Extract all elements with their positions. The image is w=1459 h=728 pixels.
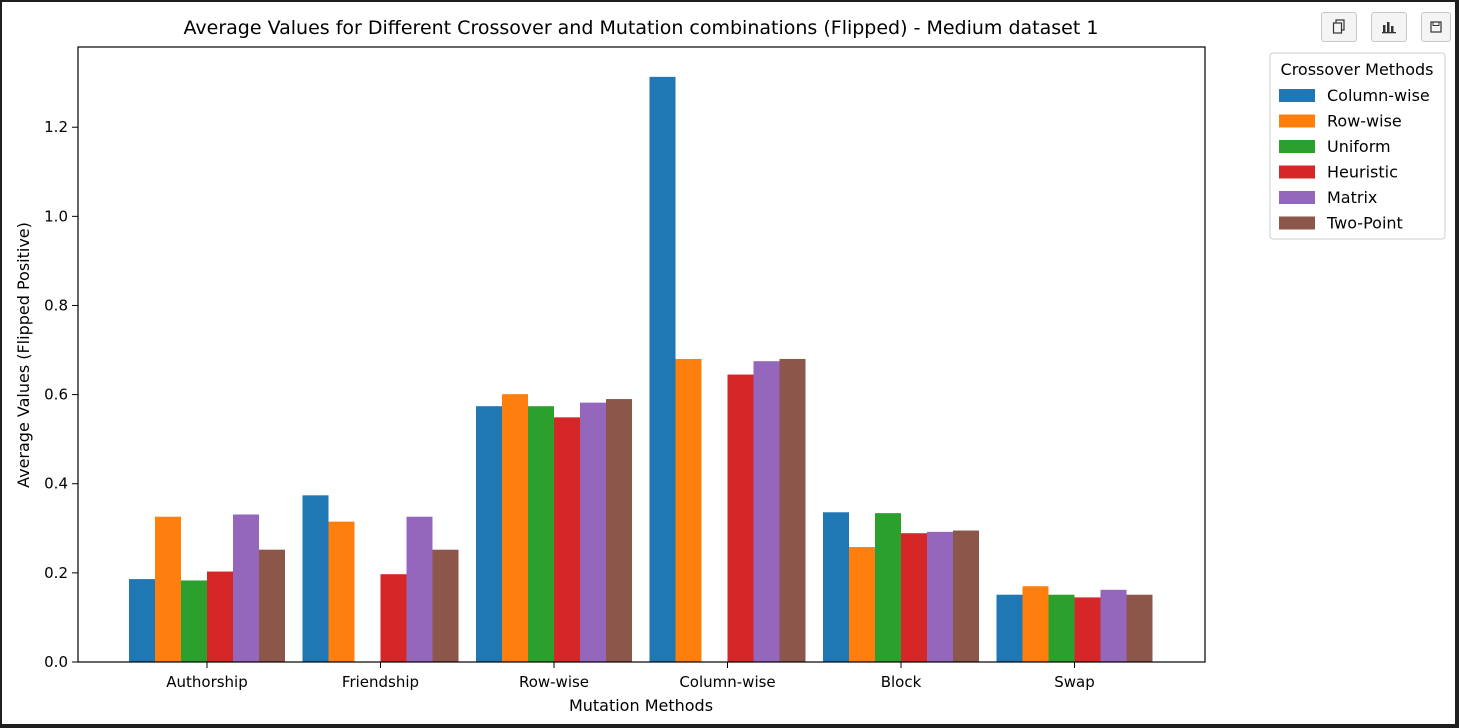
y-tick-label: 1.0 [44,207,68,225]
chart-title: Average Values for Different Crossover a… [184,17,1099,39]
save-button[interactable] [1421,12,1451,42]
bar-matrix-swap [1100,589,1127,662]
x-tick-label: Column-wise [679,673,775,691]
legend: Crossover Methods Column-wise Row-wise Uni… [1269,52,1446,240]
bar-row-wise-block [849,547,875,662]
legend-label: Matrix [1327,188,1377,207]
bar-matrix-row-wise [580,402,606,662]
legend-swatch [1279,216,1315,230]
y-tick-label: 0.4 [44,475,68,493]
bar-matrix-block [927,531,953,662]
bar-two-point-friendship [432,549,459,662]
chart-view-button[interactable] [1371,12,1407,42]
bar-row-wise-swap [1022,586,1049,662]
legend-label: Row-wise [1327,112,1402,131]
bar-column-wise-block [823,512,849,662]
bar-two-point-row-wise [606,399,632,662]
plot-area-frame [77,46,1206,663]
bar-two-point-block [953,530,979,662]
x-tick-label: Swap [1054,673,1095,691]
x-tick-label: Authorship [166,673,248,691]
bar-heuristic-authorship [207,571,233,662]
chart-icon [1382,22,1396,34]
x-axis-label: Mutation Methods [569,696,713,715]
bar-column-wise-swap [996,594,1023,662]
y-tick-label: 0.6 [44,386,68,404]
bar-column-wise-authorship [129,579,155,662]
bar-row-wise-column-wise [675,358,702,662]
bar-heuristic-friendship [380,574,407,662]
legend-swatch [1279,140,1315,153]
legend-swatch [1279,89,1315,102]
bar-two-point-swap [1126,594,1153,662]
legend-label: Two-Point [1326,214,1403,233]
bar-row-wise-friendship [328,521,355,662]
bar-row-wise-authorship [155,516,181,662]
legend-label: Column-wise [1327,86,1430,105]
bar-uniform-swap [1048,594,1075,662]
bar-uniform-row-wise [528,406,554,662]
copy-icon [1332,19,1345,34]
y-axis-label: Average Values (Flipped Positive) [14,222,33,488]
legend-label: Heuristic [1327,163,1398,182]
legend-swatch [1279,165,1315,179]
y-tick-label: 0.0 [44,653,68,671]
bar-matrix-column-wise [753,361,780,662]
bar-row-wise-row-wise [502,394,528,662]
legend-swatch [1279,114,1315,128]
y-tick-label: 1.2 [44,118,68,136]
save-icon [1430,21,1442,33]
bar-heuristic-swap [1074,597,1101,662]
bar-matrix-friendship [406,516,433,662]
x-tick-label: Friendship [342,673,419,691]
copy-button[interactable] [1321,12,1357,42]
bar-uniform-block [875,513,901,662]
legend-swatch [1279,191,1315,204]
bar-heuristic-row-wise [554,417,580,662]
bar-matrix-authorship [233,514,259,662]
legend-title: Crossover Methods [1281,60,1434,79]
bar-uniform-authorship [181,580,207,662]
bar-two-point-authorship [259,549,285,662]
bar-two-point-column-wise [779,358,806,662]
y-tick-label: 0.8 [44,296,68,314]
y-tick-label: 0.2 [44,564,68,582]
legend-label: Uniform [1327,137,1391,156]
x-tick-label: Row-wise [519,673,589,691]
bar-column-wise-row-wise [476,406,502,662]
bar-heuristic-column-wise [727,374,754,662]
bar-column-wise-column-wise [649,76,676,662]
bar-column-wise-friendship [302,495,329,662]
bar-heuristic-block [901,533,927,662]
x-tick-label: Block [881,673,922,691]
